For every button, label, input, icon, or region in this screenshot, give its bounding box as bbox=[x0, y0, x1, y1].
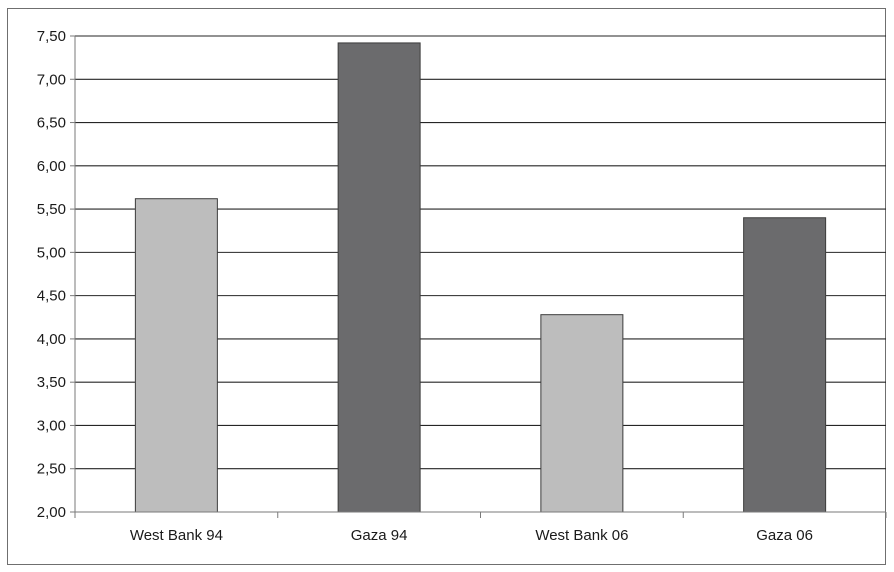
x-category-label: Gaza 94 bbox=[351, 527, 408, 544]
y-tick-labels: 2,00 2,50 3,00 3,50 4,00 4,50 5,00 5,50 6,00 6,50… bbox=[37, 28, 66, 521]
bar-gaza-06 bbox=[743, 217, 827, 513]
bar-west-bank-94 bbox=[134, 198, 218, 513]
y-tick-label: 3,50 bbox=[37, 374, 66, 391]
y-tick-label: 7,50 bbox=[37, 28, 66, 45]
x-category-labels: West Bank 94 Gaza 94 West Bank 06 Gaza 06 bbox=[130, 527, 813, 544]
y-tick-label: 3,00 bbox=[37, 417, 66, 434]
y-tick-label: 4,00 bbox=[37, 331, 66, 348]
y-tick-label: 5,50 bbox=[37, 201, 66, 218]
y-tick-label: 6,50 bbox=[37, 115, 66, 132]
y-tick-label: 5,00 bbox=[37, 244, 66, 261]
bars bbox=[134, 42, 827, 513]
axes bbox=[70, 35, 887, 518]
x-category-label: West Bank 94 bbox=[130, 527, 223, 544]
x-category-label: West Bank 06 bbox=[535, 527, 628, 544]
y-tick-label: 7,00 bbox=[37, 71, 66, 88]
y-tick-label: 4,50 bbox=[37, 288, 66, 305]
x-category-label: Gaza 06 bbox=[756, 527, 813, 544]
y-tick-label: 6,00 bbox=[37, 158, 66, 175]
y-tick-label: 2,00 bbox=[37, 504, 66, 521]
y-tick-label: 2,50 bbox=[37, 461, 66, 478]
bar-west-bank-06 bbox=[540, 314, 624, 513]
bar-gaza-94 bbox=[337, 42, 421, 513]
